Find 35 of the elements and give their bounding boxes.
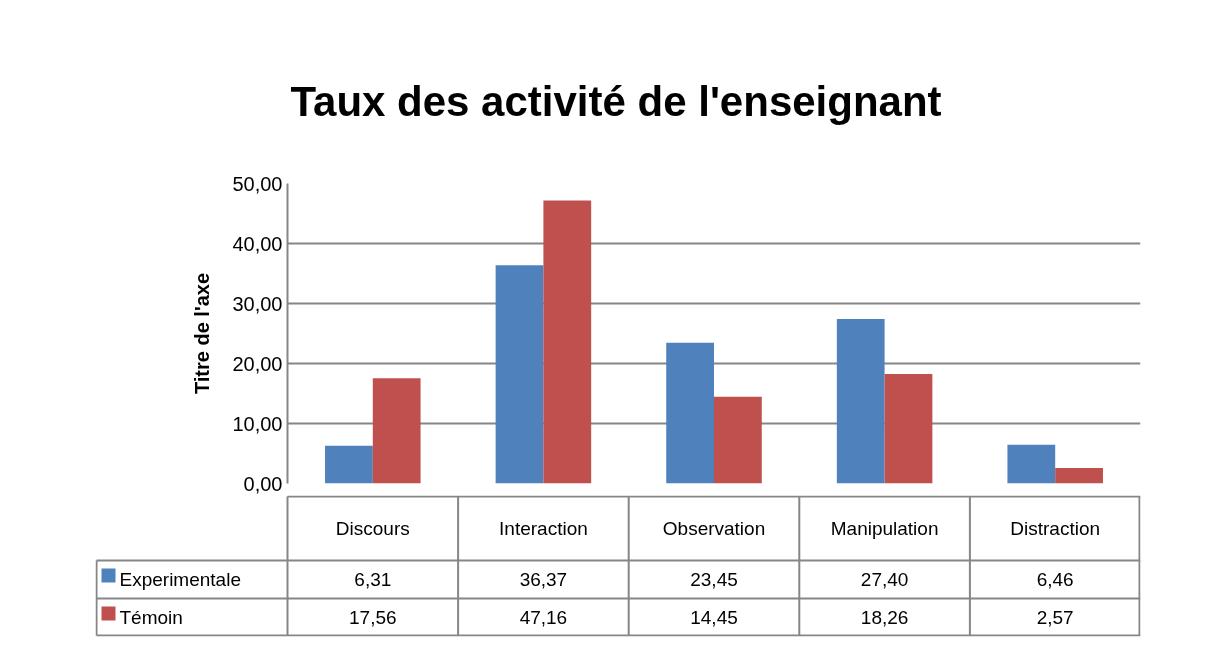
- data-label: 18,26: [860, 607, 909, 628]
- data-label: 6,31: [354, 569, 392, 590]
- bar: [325, 445, 373, 484]
- legend-label: Témoin: [119, 607, 183, 628]
- bar: [714, 396, 762, 484]
- bar: [372, 378, 421, 484]
- y-tick-label: 30,00: [232, 292, 283, 315]
- data-label: 6,46: [1036, 569, 1074, 590]
- data-label: 2,57: [1036, 607, 1074, 628]
- x-tick-label: Observation: [662, 517, 766, 539]
- y-tick-label: 0,00: [243, 472, 283, 495]
- chart-title: Taux des activité de l'enseignant: [290, 77, 942, 125]
- data-label: 14,45: [690, 607, 738, 628]
- bar: [666, 342, 714, 484]
- x-tick-label: Discours: [335, 517, 410, 539]
- y-tick-label: 40,00: [232, 232, 283, 255]
- bar: [884, 373, 933, 484]
- data-label: 36,37: [519, 569, 568, 590]
- y-tick-label: 10,00: [232, 412, 283, 435]
- x-tick-label: Distraction: [1010, 517, 1101, 539]
- bar: [543, 200, 592, 484]
- bar: [836, 319, 885, 484]
- x-tick-label: Interaction: [499, 517, 588, 539]
- data-label: 17,56: [349, 607, 397, 628]
- y-tick-label: 20,00: [232, 352, 283, 375]
- bar: [495, 265, 544, 484]
- x-tick-label: Manipulation: [830, 517, 939, 539]
- data-label: 27,40: [860, 569, 909, 590]
- bar: [1007, 444, 1056, 484]
- legend-label: Experimentale: [119, 569, 241, 590]
- data-label: 23,45: [690, 569, 738, 590]
- y-axis-title: Titre de l'axe: [191, 272, 214, 395]
- data-label: 47,16: [519, 607, 568, 628]
- y-tick-label: 50,00: [232, 172, 283, 195]
- bar: [1055, 468, 1103, 484]
